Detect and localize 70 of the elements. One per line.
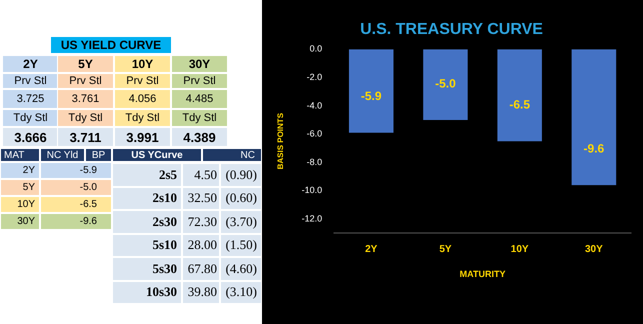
x-axis-title: MATURITY bbox=[460, 269, 506, 280]
y-tick-label: -4.0 bbox=[306, 100, 322, 110]
data-label: -5.9 bbox=[360, 89, 382, 104]
text: -9.6 bbox=[40, 213, 112, 230]
text: 2s10 bbox=[112, 186, 182, 210]
data-label: -5.0 bbox=[435, 76, 456, 90]
text: 3.725 bbox=[2, 89, 59, 109]
text: 10s30 bbox=[112, 280, 182, 304]
text: Tdy Stl bbox=[171, 109, 228, 127]
text: US YCurve bbox=[112, 148, 202, 162]
text: 2Y bbox=[2, 55, 59, 73]
text: Tdy Stl bbox=[57, 109, 114, 127]
text: 2s30 bbox=[112, 210, 182, 234]
data-label: -9.6 bbox=[584, 141, 605, 156]
text: (3.10) bbox=[220, 280, 262, 304]
y-axis-title: BASIS POINTS bbox=[276, 112, 286, 170]
text: 2s5 bbox=[112, 163, 182, 186]
text: 5Y bbox=[57, 55, 114, 73]
text: 30Y bbox=[0, 213, 40, 230]
text: Prv Stl bbox=[2, 73, 59, 89]
text: 67.80 bbox=[182, 257, 220, 280]
text: Prv Stl bbox=[171, 73, 228, 89]
text: NC bbox=[202, 148, 262, 162]
text: Tdy Stl bbox=[114, 109, 171, 127]
text: (4.60) bbox=[220, 257, 262, 280]
text: NC Yld bbox=[40, 148, 85, 162]
chart-title: U.S. TREASURY CURVE bbox=[360, 21, 544, 38]
y-tick-label: 0.0 bbox=[310, 44, 322, 54]
text: MAT bbox=[0, 148, 40, 162]
y-tick-label: -10.0 bbox=[302, 185, 322, 196]
text: -5.9 bbox=[40, 162, 112, 179]
text: 4.056 bbox=[114, 89, 171, 109]
text: (1.50) bbox=[220, 234, 262, 257]
text: 39.80 bbox=[182, 280, 220, 304]
text: 5s10 bbox=[112, 234, 182, 257]
text: 72.30 bbox=[182, 210, 220, 234]
text: 4.389 bbox=[171, 127, 228, 147]
text: 10Y bbox=[114, 55, 171, 73]
y-tick-label: -2.0 bbox=[306, 72, 322, 82]
text: Tdy Stl bbox=[2, 109, 59, 127]
text: 2Y bbox=[0, 162, 40, 179]
text: 4.50 bbox=[182, 163, 220, 186]
text: 3.761 bbox=[57, 89, 114, 109]
text: -6.5 bbox=[40, 196, 112, 213]
x-tick-label: 5Y bbox=[439, 244, 452, 255]
x-tick-label: 2Y bbox=[365, 244, 378, 255]
text: 28.00 bbox=[182, 234, 220, 257]
y-tick-label: -6.0 bbox=[306, 128, 322, 139]
x-tick-label: 10Y bbox=[510, 244, 529, 255]
text: Prv Stl bbox=[57, 73, 114, 89]
y-tick-label: -8.0 bbox=[306, 156, 322, 167]
text: (3.70) bbox=[220, 210, 262, 234]
text: 30Y bbox=[171, 55, 228, 73]
x-tick-label: 30Y bbox=[584, 244, 604, 255]
text: US YIELD CURVE bbox=[50, 36, 172, 54]
text: -5.0 bbox=[40, 179, 112, 196]
data-label: -6.5 bbox=[509, 98, 530, 112]
text: 5s30 bbox=[112, 257, 182, 280]
text: BP bbox=[85, 148, 112, 162]
text: 32.50 bbox=[182, 186, 220, 210]
text: 5Y bbox=[0, 179, 40, 196]
text: 3.991 bbox=[114, 127, 171, 147]
text: 3.711 bbox=[57, 127, 114, 147]
text: (0.60) bbox=[220, 186, 262, 210]
text: 3.666 bbox=[2, 127, 59, 147]
text: 10Y bbox=[0, 196, 40, 213]
text: (0.90) bbox=[220, 163, 262, 186]
text: 4.485 bbox=[171, 89, 228, 109]
text: Prv Stl bbox=[114, 73, 171, 89]
y-tick-label: -12.0 bbox=[302, 214, 322, 224]
